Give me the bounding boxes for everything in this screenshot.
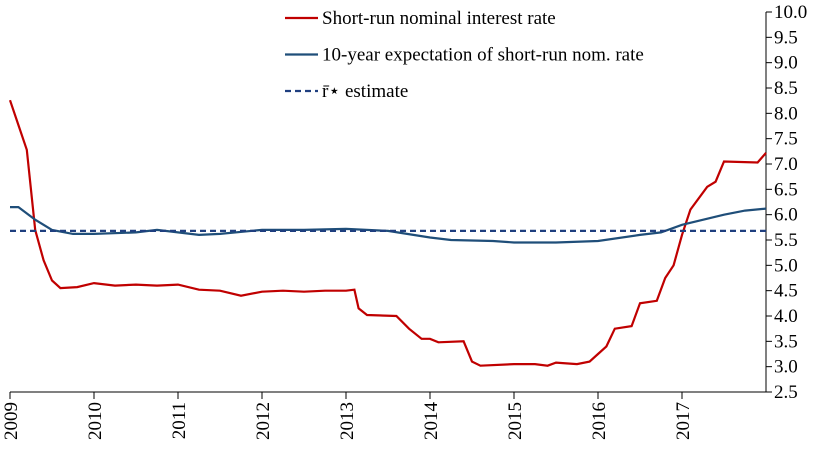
- y-tick-label: 4.5: [774, 281, 798, 302]
- x-tick-label: 2009: [1, 402, 22, 440]
- x-tick-label: 2013: [337, 402, 358, 440]
- legend-label: r̄⋆ estimate: [322, 81, 408, 102]
- y-tick-label: 4.0: [774, 306, 798, 327]
- y-tick-label: 2.5: [774, 382, 798, 403]
- x-tick-label: 2016: [589, 402, 610, 440]
- y-tick-label: 7.0: [774, 154, 798, 175]
- legend-label: Short-run nominal interest rate: [322, 8, 556, 29]
- x-tick-label: 2014: [421, 402, 442, 441]
- y-tick-label: 5.5: [774, 230, 798, 251]
- x-tick-label: 2010: [85, 402, 106, 440]
- y-tick-label: 3.0: [774, 357, 798, 378]
- y-tick-label: 10.0: [774, 2, 807, 23]
- y-tick-label: 8.5: [774, 78, 798, 99]
- x-tick-label: 2012: [253, 402, 274, 440]
- legend-label: 10-year expectation of short-run nom. ra…: [322, 45, 644, 66]
- x-tick-label: 2015: [505, 402, 526, 440]
- series-line: [8, 99, 767, 367]
- y-tick-label: 9.0: [774, 53, 798, 74]
- series-line: [10, 206, 767, 244]
- y-tick-label: 9.5: [774, 27, 798, 48]
- y-tick-label: 6.5: [774, 179, 798, 200]
- y-tick-label: 3.5: [774, 331, 798, 352]
- y-tick-label: 8.0: [774, 103, 798, 124]
- y-tick-label: 5.0: [774, 255, 798, 276]
- x-tick-label: 2011: [169, 402, 190, 439]
- y-tick-label: 7.5: [774, 129, 798, 150]
- y-tick-label: 6.0: [774, 205, 798, 226]
- x-tick-label: 2017: [673, 402, 694, 440]
